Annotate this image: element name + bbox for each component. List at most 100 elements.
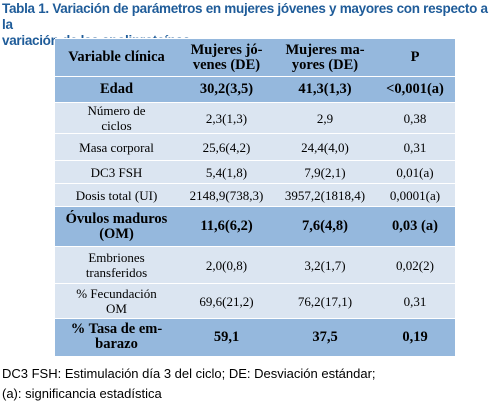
cell-text: % Tasa de em-: [70, 321, 163, 338]
table-cell: 0,02(2): [375, 246, 455, 284]
table-cell: % Fecundación OM: [55, 283, 178, 319]
table-row: Masa corporal 25,6(4,2) 24,4(4,0) 0,31: [55, 133, 455, 161]
cell-text: OM: [106, 301, 127, 316]
cell-text: <0,001(a): [386, 81, 444, 97]
cell-text: 5,4(1,8): [205, 164, 248, 180]
table-cell: 41,3(1,3): [275, 76, 375, 103]
cell-text: 3,2(1,7): [304, 257, 346, 273]
cell-text: yores (DE): [291, 56, 359, 73]
cell-text: barazo: [95, 336, 138, 353]
cell-text: 0,19: [402, 328, 428, 345]
table-cell: 37,5: [275, 318, 375, 356]
table-row: Número de ciclos 2,3(1,3) 2,9 0,38: [55, 102, 455, 134]
cell-text: ciclos: [101, 118, 132, 133]
cell-text: 30,2(3,5): [199, 81, 254, 97]
table-cell: Embriones transferidos: [55, 246, 178, 284]
table-cell: 0,0001(a): [375, 183, 455, 207]
table-cell: 2148,9(738,3): [178, 183, 275, 207]
table-cell: 25,6(4,2): [178, 133, 275, 161]
cell-text: 25,6(4,2): [202, 139, 251, 155]
table-row: Dosis total (UI) 2148,9(738,3) 3957,2(1818…: [55, 183, 455, 207]
data-table: Variable clínica Mujeres jó-venes (DE) Muj…: [55, 38, 455, 356]
table-cell: 0,31: [375, 133, 455, 161]
cell-text: transferidos: [85, 265, 148, 280]
cell-text: 0,01(a): [396, 164, 434, 180]
cell-text: 0,0001(a): [389, 187, 441, 203]
table-cell: 76,2(17,1): [275, 283, 375, 319]
table-cell: P: [375, 38, 455, 77]
table-cell: Masa corporal: [55, 133, 178, 161]
table-cell: Mujeres ma-yores (DE): [275, 38, 375, 77]
table-cell: <0,001(a): [375, 76, 455, 103]
footnote-line: (a): significancia estadística: [2, 386, 162, 401]
cell-text: 11,6(6,2): [200, 218, 253, 234]
cell-text: 2,0(0,8): [205, 257, 248, 273]
cell-text: 3957,2(1818,4): [284, 187, 366, 203]
table-cell: Variable clínica: [55, 38, 178, 77]
cell-text: 7,9(2,1): [304, 164, 346, 180]
cell-text: 41,3(1,3): [298, 81, 352, 97]
table-cell: 69,6(21,2): [178, 283, 275, 319]
footnote-line: DC3 FSH: Estimulación día 3 del ciclo; D…: [2, 366, 376, 381]
cell-text: 37,5: [312, 328, 338, 345]
cell-text: venes (DE): [192, 56, 261, 73]
table-cell: Número de ciclos: [55, 102, 178, 134]
title-line: Tabla 1. Variación de parámetros en muje…: [2, 1, 488, 32]
table-cell: 3957,2(1818,4): [275, 183, 375, 207]
cell-text: 7,6(4,8): [302, 218, 348, 234]
table-cell: Edad: [55, 76, 178, 103]
table-cell: 30,2(3,5): [178, 76, 275, 103]
footnote: DC3 FSH: Estimulación día 3 del ciclo; D…: [2, 364, 498, 404]
cell-text: 59,1: [213, 328, 240, 345]
cell-text: 69,6(21,2): [199, 293, 254, 309]
table-row: % Fecundación OM 69,6(21,2) 76,2(17,1) 0,31: [55, 283, 455, 319]
table-cell: DC3 FSH: [55, 160, 178, 184]
cell-text: Mujeres jó-: [190, 41, 263, 58]
table-cell: 3,2(1,7): [275, 246, 375, 284]
cell-text: P: [410, 49, 420, 65]
table-cell: 0,38: [375, 102, 455, 134]
table-row: Embriones transferidos 2,0(0,8) 3,2(1,7) 0,0…: [55, 246, 455, 284]
cell-text: Mujeres ma-: [285, 41, 365, 58]
cell-text: Embriones: [88, 250, 145, 265]
table-cell: 0,01(a): [375, 160, 455, 184]
table-row: % Tasa de em-barazo 59,1 37,5 0,19: [55, 318, 455, 356]
cell-text: 2,3(1,3): [205, 110, 248, 126]
table-cell: 59,1: [178, 318, 275, 356]
table-row: Edad 30,2(3,5) 41,3(1,3) <0,001(a): [55, 76, 455, 103]
cell-text: 0,03 (a): [392, 218, 438, 234]
table-cell: 0,03 (a): [375, 206, 455, 247]
cell-text: Masa corporal: [79, 139, 154, 155]
table-row: Variable clínica Mujeres jó-venes (DE) Muj…: [55, 38, 455, 77]
table-cell: 2,3(1,3): [178, 102, 275, 134]
table-cell: 11,6(6,2): [178, 206, 275, 247]
cell-text: % Fecundación: [76, 286, 157, 301]
cell-text: (OM): [99, 225, 134, 242]
cell-text: Edad: [99, 81, 134, 97]
table-cell: 0,19: [375, 318, 455, 356]
cell-text: 24,4(4,0): [301, 139, 349, 155]
cell-text: Número de: [87, 103, 146, 118]
table-row: Óvulos maduros (OM) 11,6(6,2) 7,6(4,8) 0,03 …: [55, 206, 455, 247]
cell-text: Variable clínica: [68, 49, 165, 65]
table-cell: Óvulos maduros (OM): [55, 206, 178, 247]
cell-text: 2,9: [316, 110, 334, 126]
cell-text: Dosis total (UI): [75, 187, 158, 203]
table-cell: 0,31: [375, 283, 455, 319]
cell-text: 0,31: [403, 139, 427, 155]
cell-text: 0,02(2): [396, 257, 434, 273]
table-cell: 2,9: [275, 102, 375, 134]
table-cell: Mujeres jó-venes (DE): [178, 38, 275, 77]
table-row: DC3 FSH 5,4(1,8) 7,9(2,1) 0,01(a): [55, 160, 455, 184]
cell-text: Óvulos maduros: [65, 210, 168, 227]
table-cell: 24,4(4,0): [275, 133, 375, 161]
table-cell: Dosis total (UI): [55, 183, 178, 207]
table-cell: 5,4(1,8): [178, 160, 275, 184]
cell-text: 0,31: [403, 293, 427, 309]
cell-text: 2148,9(738,3): [189, 187, 264, 203]
table-cell: 7,6(4,8): [275, 206, 375, 247]
cell-text: 0,38: [403, 110, 427, 126]
table-cell: 2,0(0,8): [178, 246, 275, 284]
cell-text: DC3 FSH: [90, 164, 143, 180]
